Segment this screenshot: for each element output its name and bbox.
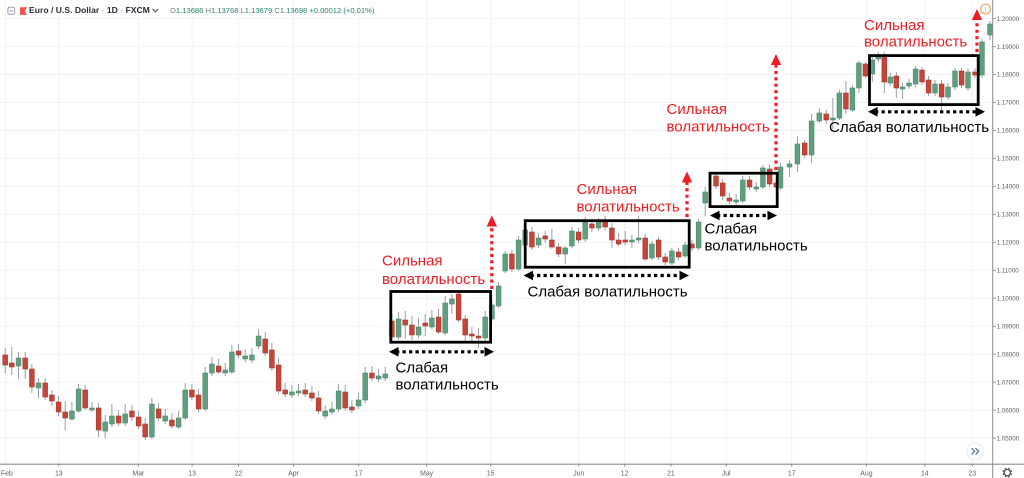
svg-text:1.20000: 1.20000: [997, 16, 1020, 23]
svg-text:Слабая волатильность: Слабая волатильность: [528, 284, 688, 301]
svg-text:Сильная: Сильная: [577, 181, 638, 198]
svg-text:Mar: Mar: [132, 471, 145, 478]
svg-text:Feb: Feb: [1, 471, 13, 478]
svg-text:Jul: Jul: [722, 471, 731, 478]
svg-text:14: 14: [921, 471, 929, 478]
svg-text:!: !: [984, 5, 986, 14]
svg-text:Aug: Aug: [860, 471, 872, 478]
svg-text:Слабая: Слабая: [396, 360, 449, 377]
svg-text:волатильность: волатильность: [382, 271, 485, 288]
svg-text:1.12000: 1.12000: [997, 240, 1020, 247]
svg-text:21: 21: [667, 471, 675, 478]
svg-text:1.05000: 1.05000: [997, 435, 1020, 442]
svg-text:1.08000: 1.08000: [997, 351, 1020, 358]
svg-text:волатильность: волатильность: [577, 198, 680, 215]
svg-text:Сильная: Сильная: [382, 253, 443, 270]
svg-text:17: 17: [355, 471, 363, 478]
svg-text:Сильная: Сильная: [667, 101, 728, 118]
svg-text:волатильность: волатильность: [864, 34, 967, 51]
svg-text:1.18000: 1.18000: [997, 72, 1020, 79]
svg-text:1.19000: 1.19000: [997, 44, 1020, 51]
svg-text:Сильная: Сильная: [864, 17, 925, 34]
svg-text:Apr: Apr: [288, 471, 299, 478]
svg-text:1.16000: 1.16000: [997, 128, 1020, 135]
svg-text:13: 13: [188, 471, 196, 478]
svg-text:1.13000: 1.13000: [997, 212, 1020, 219]
svg-text:волатильность: волатильность: [396, 377, 499, 394]
svg-text:Jun: Jun: [573, 471, 584, 478]
svg-text:Euro / U.S. Dollar · 1D · FXCM: Euro / U.S. Dollar · 1D · FXCM: [29, 5, 150, 15]
svg-text:волатильность: волатильность: [667, 118, 770, 135]
svg-text:22: 22: [235, 471, 243, 478]
svg-text:Слабая волатильность: Слабая волатильность: [829, 119, 989, 136]
svg-text:12: 12: [621, 471, 629, 478]
svg-text:May: May: [420, 471, 434, 478]
svg-text:1.07000: 1.07000: [997, 379, 1020, 386]
svg-text:1.10000: 1.10000: [997, 296, 1020, 303]
svg-text:23: 23: [968, 471, 976, 478]
svg-text:волатильность: волатильность: [705, 238, 808, 255]
svg-text:13: 13: [55, 471, 63, 478]
svg-text:1.15000: 1.15000: [997, 156, 1020, 163]
svg-text:1.11000: 1.11000: [997, 268, 1020, 275]
svg-text:17: 17: [788, 471, 796, 478]
svg-text:15: 15: [487, 471, 495, 478]
svg-text:1.14000: 1.14000: [997, 184, 1020, 191]
svg-text:1.09000: 1.09000: [997, 324, 1020, 331]
svg-text:1.06000: 1.06000: [997, 407, 1020, 414]
svg-text:O1.13686 H1.13768 L1.13679: O1.13686 H1.13768 L1.13679 C1.13698 +0.0…: [170, 6, 375, 15]
svg-text:Слабая: Слабая: [705, 221, 758, 238]
svg-text:1.17000: 1.17000: [997, 100, 1020, 107]
